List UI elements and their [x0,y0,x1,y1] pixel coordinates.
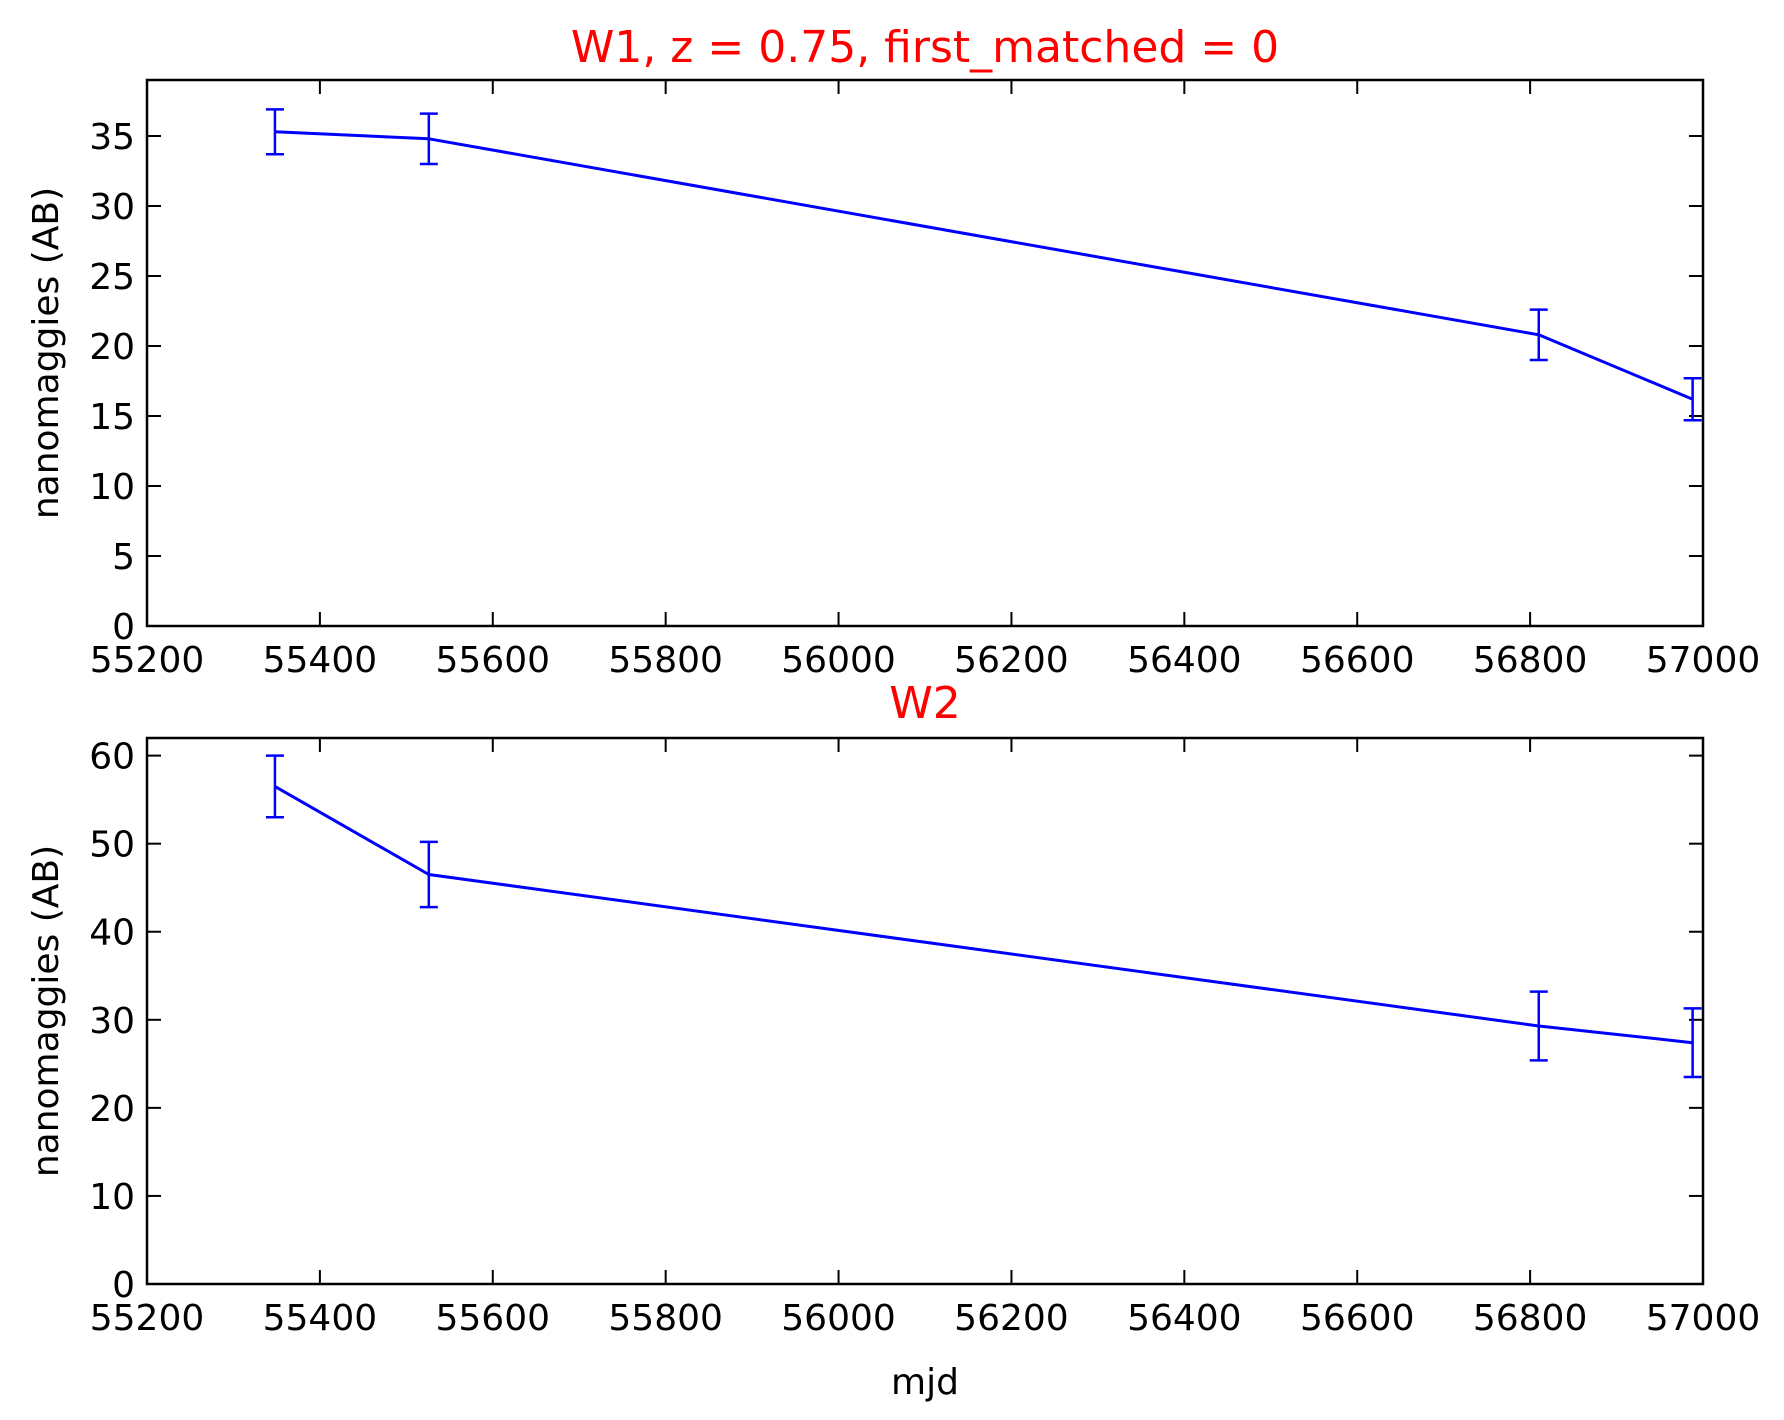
w2-panel: W2 55200 55400 55600 55800 56000 56200 56400 56… [26,678,1760,1403]
w2-y-tick-label: 10 [89,1177,135,1218]
x-axis-label: mjd [891,1362,959,1403]
w2-error-bar [1683,1007,1702,1079]
w1-plot-frame [145,78,1705,628]
w1-y-axis-label: nanomaggies (AB) [26,187,67,519]
w1-y-tick-label: 25 [89,257,135,298]
w1-chart-title: W1, z = 0.75, first_matched = 0 [571,22,1279,73]
w2-y-tick-label: 60 [89,737,135,778]
w2-x-tick-label: 55800 [608,1298,723,1339]
w2-ticks [146,738,1704,1285]
w2-x-tick-label: 56600 [1300,1298,1415,1339]
w1-panel: W1, z = 0.75, first_matched = 0 55200 554… [26,22,1760,681]
w2-error-bar [1529,990,1548,1062]
w1-x-tick-label: 57000 [1646,640,1761,681]
w1-series [265,108,1702,422]
w2-x-tick-label: 56400 [1127,1298,1242,1339]
w2-tick-labels: 55200 55400 55600 55800 56000 56200 56400 56600… [89,737,1760,1339]
w1-ticks [146,80,1704,627]
w2-chart-title: W2 [889,678,961,729]
w1-error-bar [419,112,438,166]
w1-y-tick-label: 35 [89,117,135,158]
w2-y-tick-label: 40 [89,913,135,954]
w2-x-tick-label: 55400 [263,1298,378,1339]
w1-y-tick-label: 0 [112,607,135,648]
w1-x-tick-label: 56400 [1127,640,1242,681]
w1-x-tick-label: 56800 [1473,640,1588,681]
w1-error-bar [1529,308,1548,362]
w2-x-tick-label: 56000 [781,1298,896,1339]
w1-y-tick-label: 30 [89,187,135,228]
w1-y-tick-label: 5 [112,537,135,578]
w1-x-tick-label: 56200 [954,640,1069,681]
w1-x-tick-label: 55400 [263,640,378,681]
w1-x-tick-label: 55200 [90,640,205,681]
w1-error-bar [265,108,284,156]
w2-y-tick-label: 50 [89,825,135,866]
w1-x-tick-label: 55600 [436,640,551,681]
w1-x-tick-label: 55800 [608,640,723,681]
w1-x-tick-label: 56000 [781,640,896,681]
w1-y-tick-label: 10 [89,467,135,508]
w2-x-tick-label: 56800 [1473,1298,1588,1339]
w2-error-bar [419,840,438,909]
w1-y-tick-label: 20 [89,327,135,368]
w1-series-line [274,130,1694,401]
w2-x-tick-label: 57000 [1646,1298,1761,1339]
w2-plot-frame [145,736,1705,1286]
w2-error-bar [265,754,284,819]
w1-tick-labels: 55200 55400 55600 55800 56000 56200 56400 56600… [89,117,1760,681]
w2-y-tick-label: 20 [89,1089,135,1130]
w2-y-tick-label: 0 [112,1265,135,1306]
w2-x-tick-label: 55200 [90,1298,205,1339]
w1-y-tick-label: 15 [89,397,135,438]
w2-y-tick-label: 30 [89,1001,135,1042]
w1-x-tick-label: 56600 [1300,640,1415,681]
w2-series [265,754,1702,1079]
w2-x-tick-label: 56200 [954,1298,1069,1339]
w2-series-line [274,785,1693,1045]
w2-y-axis-label: nanomaggies (AB) [26,845,67,1177]
w1-error-bar [1683,376,1702,422]
w2-x-tick-label: 55600 [436,1298,551,1339]
